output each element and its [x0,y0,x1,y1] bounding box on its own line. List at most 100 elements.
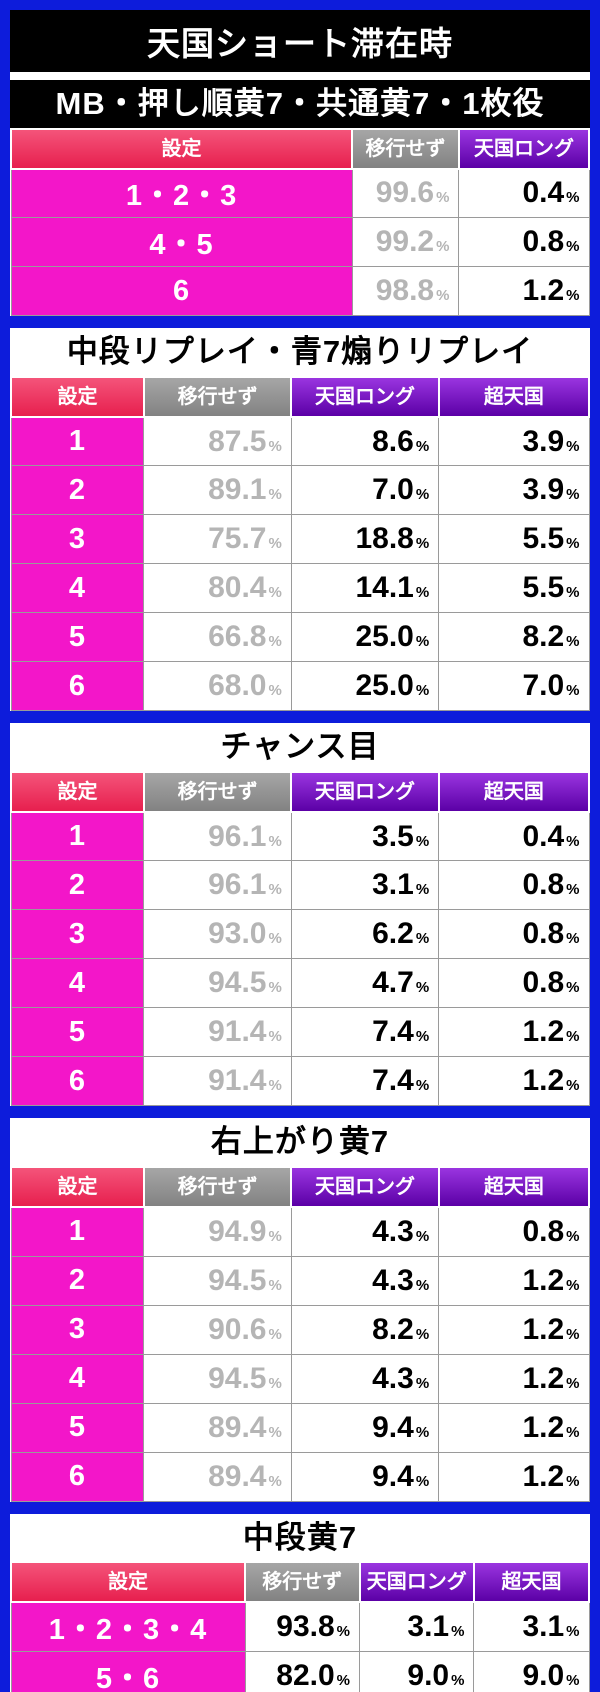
value-number: 5.5 [522,522,565,556]
value-number: 7.0 [372,473,414,507]
column-header: 天国ロング [457,127,591,170]
value-cell: 9.0% [473,1650,590,1692]
value-number: 91.4 [208,1015,267,1049]
value-number: 98.8 [375,274,435,308]
value-number: 0.4 [522,819,565,853]
value-number: 9.0 [522,1658,565,1692]
percent-sign: % [566,633,580,651]
column-header: 超天国 [437,375,591,418]
setting-cell: 4・5 [10,217,353,268]
value-number: 1.2 [522,1064,565,1098]
value-number: 8.2 [372,1312,414,1346]
value-cell: 25.0% [290,661,440,712]
value-cell: 91.4% [143,1007,292,1058]
setting-cell: 4 [10,563,145,614]
value-cell: 9.0% [359,1650,475,1692]
percent-sign: % [415,535,430,553]
value-cell: 1.2% [438,1056,590,1107]
value-number: 4.7 [372,966,414,1000]
column-header: 超天国 [437,1166,591,1209]
table-row: 6 91.4% 7.4% 1.2% [10,1056,590,1107]
value-cell: 3.5% [290,811,440,862]
value-cell: 93.8% [244,1601,361,1652]
value-number: 96.1 [208,819,267,853]
percent-sign: % [268,1028,282,1046]
percent-sign: % [566,437,580,455]
probability-table: 設定 移行せず 天国ロング 超天国 1・2・3・4 93.8% 3.1% 3.1% 5・6 82.… [9,1561,591,1692]
table-row: 4・5 99.2% 0.8% [10,217,590,268]
value-cell: 0.8% [438,860,590,911]
table-row: 3 93.0% 6.2% 0.8% [10,909,590,960]
value-number: 94.5 [208,966,267,1000]
section-title: 中段黄7 [10,1513,590,1562]
value-number: 0.8 [522,917,565,951]
value-number: 14.1 [355,571,414,605]
value-cell: 14.1% [290,563,440,614]
setting-cell: 2 [10,860,145,911]
value-number: 4.3 [372,1214,414,1248]
value-number: 1.2 [522,1263,565,1297]
section-title: MB・押し順黄7・共通黄7・1枚役 [10,80,590,128]
table-row: 6 68.0% 25.0% 7.0% [10,661,590,712]
value-number: 68.0 [208,669,267,703]
value-number: 6.2 [372,917,414,951]
setting-cell: 6 [10,1056,145,1107]
column-header: 超天国 [472,1561,591,1604]
percent-sign: % [436,238,450,256]
value-cell: 89.4% [143,1402,292,1453]
percent-sign: % [566,832,580,850]
percent-sign: % [415,1325,430,1343]
column-header: 天国ロング [290,375,440,418]
header-row: 設定 移行せず 天国ロング 超天国 [10,1166,591,1209]
value-cell: 3.1% [473,1601,590,1652]
value-cell: 8.2% [438,612,590,663]
percent-sign: % [566,930,580,948]
value-number: 94.9 [208,1214,267,1248]
percent-sign: % [415,1423,430,1441]
value-number: 3.9 [522,473,565,507]
value-cell: 66.8% [143,612,292,663]
value-cell: 18.8% [290,514,440,565]
value-cell: 0.8% [438,1206,590,1257]
value-number: 9.4 [372,1410,414,1444]
value-number: 0.4 [522,176,565,210]
value-cell: 25.0% [290,612,440,663]
value-number: 99.6 [375,176,435,210]
column-header-setting: 設定 [9,127,354,170]
value-number: 4.3 [372,1361,414,1395]
value-number: 3.1 [522,1609,565,1643]
percent-sign: % [566,238,580,256]
value-number: 87.5 [208,424,267,458]
table-row: 2 94.5% 4.3% 1.2% [10,1255,590,1306]
percent-sign: % [268,1325,282,1343]
percent-sign: % [566,1325,580,1343]
value-cell: 0.8% [438,958,590,1009]
percent-sign: % [268,1276,282,1294]
percent-sign: % [268,584,282,602]
table-row: 4 94.5% 4.3% 1.2% [10,1353,590,1404]
value-number: 0.8 [522,868,565,902]
column-header-setting: 設定 [10,1166,145,1209]
column-header: 天国ロング [290,770,440,813]
probability-table: 設定 移行せず 天国ロング 1・2・3 99.6% 0.4% 4・5 99.2% 0.8% 6 98… [9,127,591,317]
percent-sign: % [336,1622,351,1640]
value-cell: 3.1% [290,860,440,911]
percent-sign: % [415,486,430,504]
page-title: 天国ショート滞在時 [10,10,590,72]
percent-sign: % [566,1276,580,1294]
value-cell: 90.6% [143,1304,292,1355]
percent-sign: % [566,1227,580,1245]
header-row: 設定 移行せず 天国ロング 超天国 [10,375,591,418]
value-cell: 0.8% [438,909,590,960]
setting-cell: 6 [10,1451,145,1502]
value-cell: 93.0% [143,909,292,960]
value-cell: 3.9% [438,465,590,516]
setting-cell: 4 [10,958,145,1009]
value-cell: 1.2% [438,1255,590,1306]
value-cell: 89.1% [143,465,292,516]
value-cell: 7.4% [290,1007,440,1058]
percent-sign: % [415,1276,430,1294]
value-cell: 99.2% [351,217,460,268]
value-number: 9.0 [407,1658,450,1692]
